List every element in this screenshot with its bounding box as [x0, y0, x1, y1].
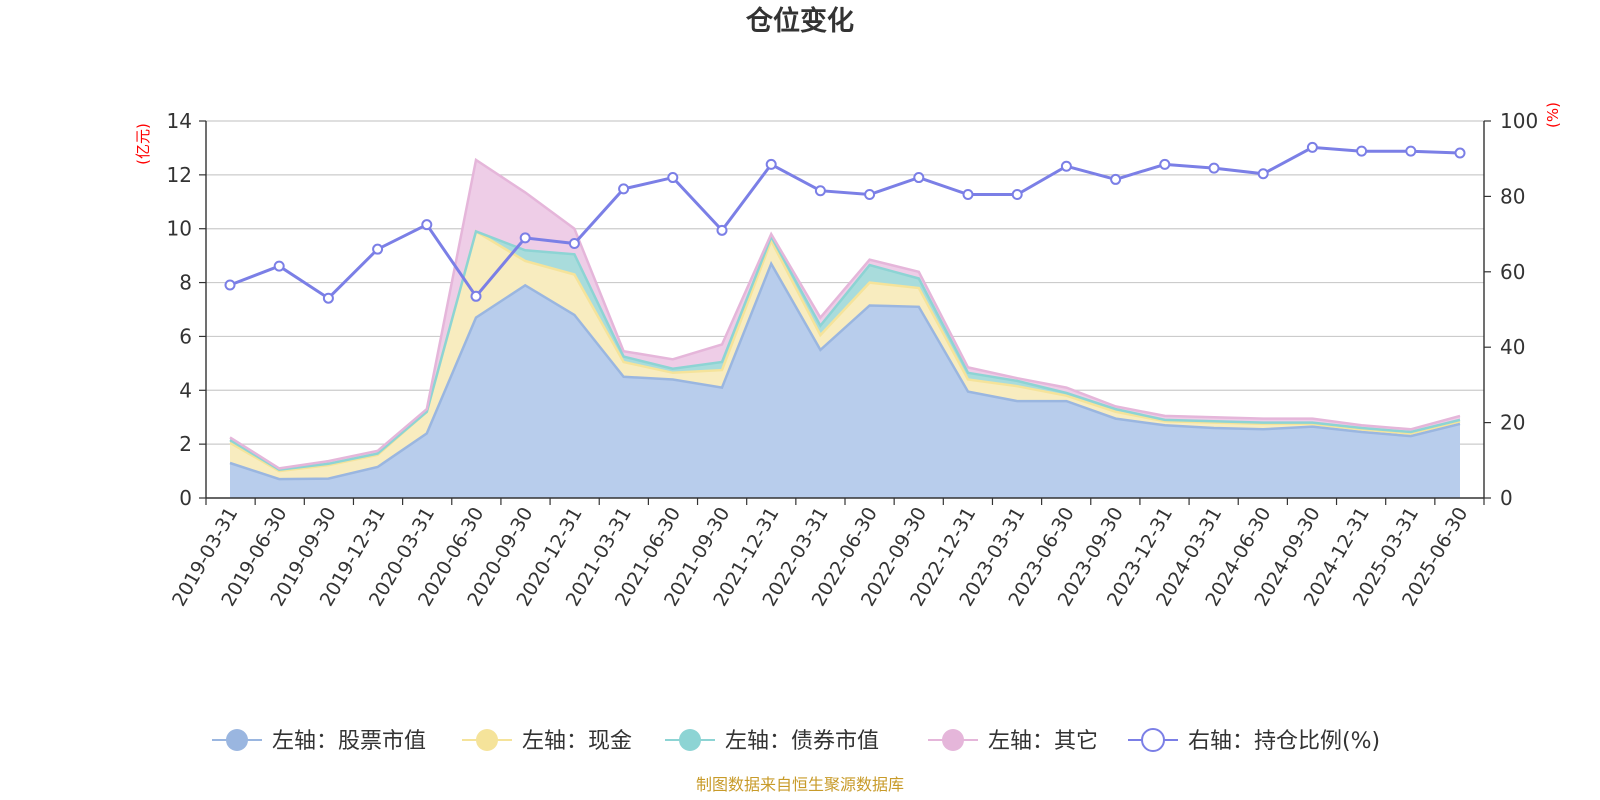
holding-ratio-point	[322, 292, 334, 304]
left-axis-tick-label: 12	[167, 163, 192, 187]
right-axis-tick-label: 40	[1500, 335, 1525, 359]
legend-label-2: 左轴：债券市值	[725, 729, 879, 754]
legend-marker-1	[476, 729, 498, 751]
left-axis-unit: (亿元)	[134, 123, 152, 165]
stock-value-area	[230, 263, 1460, 498]
stacked-areas	[229, 157, 1461, 498]
holding-ratio-point	[1159, 158, 1171, 170]
left-axis-tick-label: 10	[167, 217, 192, 241]
left-axis-tick-label: 2	[179, 432, 192, 456]
holding-ratio-point	[1405, 145, 1417, 157]
right-axis-unit: (%)	[1544, 102, 1562, 128]
legend-marker-0	[226, 729, 248, 751]
legend-label-1: 左轴：现金	[522, 729, 632, 754]
holding-ratio-point	[667, 172, 679, 184]
left-axis-tick-label: 4	[179, 378, 192, 402]
legend-marker-2	[679, 729, 701, 751]
legend-label-3: 左轴：其它	[988, 729, 1098, 754]
holding-ratio-point	[519, 232, 531, 244]
left-axis-tick-label: 14	[167, 109, 192, 133]
holding-ratio-point	[224, 279, 236, 291]
holding-ratio-point	[1306, 141, 1318, 153]
left-axis-tick-label: 8	[179, 271, 192, 295]
bond-value-area-edge	[229, 229, 1461, 471]
holding-ratio-point	[1257, 168, 1269, 180]
legend-marker-3	[942, 729, 964, 751]
right-axis-tick-label: 60	[1500, 260, 1525, 284]
chart-title: 仓位变化	[745, 5, 854, 37]
holding-ratio-point	[470, 290, 482, 302]
holding-ratio-point	[1356, 145, 1368, 157]
right-axis-tick-label: 0	[1500, 486, 1513, 510]
holding-ratio-point	[765, 158, 777, 170]
right-axis-tick-label: 20	[1500, 411, 1525, 435]
holding-ratio-point	[421, 219, 433, 231]
holding-ratio-point	[1011, 189, 1023, 201]
stock-value-area-edge	[229, 260, 1461, 481]
holding-ratio-point	[864, 189, 876, 201]
legend-label-4: 右轴：持仓比例(%)	[1188, 729, 1380, 754]
left-axis-tick-label: 0	[179, 486, 192, 510]
holding-ratio-point	[962, 189, 974, 201]
holding-ratio-point	[568, 238, 580, 250]
holding-ratio-point	[618, 183, 630, 195]
other-area-edge	[229, 157, 1461, 470]
left-axis-tick-label: 6	[179, 324, 192, 348]
legend: 左轴：股票市值 左轴：现金 左轴：债券市值 左轴：其它 右轴：持仓比例(%)	[212, 728, 1380, 754]
holding-ratio-point	[814, 185, 826, 197]
legend-marker-4	[1141, 728, 1165, 752]
holding-ratio-point	[1454, 147, 1466, 159]
legend-label-0: 左轴：股票市值	[272, 729, 426, 754]
right-axis-tick-label: 80	[1500, 184, 1525, 208]
holding-ratio-point	[1060, 160, 1072, 172]
data-source-note: 制图数据来自恒生聚源数据库	[696, 775, 904, 794]
holding-ratio-point	[913, 172, 925, 184]
holding-ratio-point	[273, 260, 285, 272]
holding-ratio-line	[229, 145, 1461, 301]
right-axis-tick-label: 100	[1500, 109, 1538, 133]
holding-ratio-point	[372, 243, 384, 255]
holding-ratio-point	[1208, 162, 1220, 174]
holding-ratio-point	[1110, 173, 1122, 185]
ratio-line-layer	[224, 141, 1466, 304]
holding-ratio-point	[716, 224, 728, 236]
